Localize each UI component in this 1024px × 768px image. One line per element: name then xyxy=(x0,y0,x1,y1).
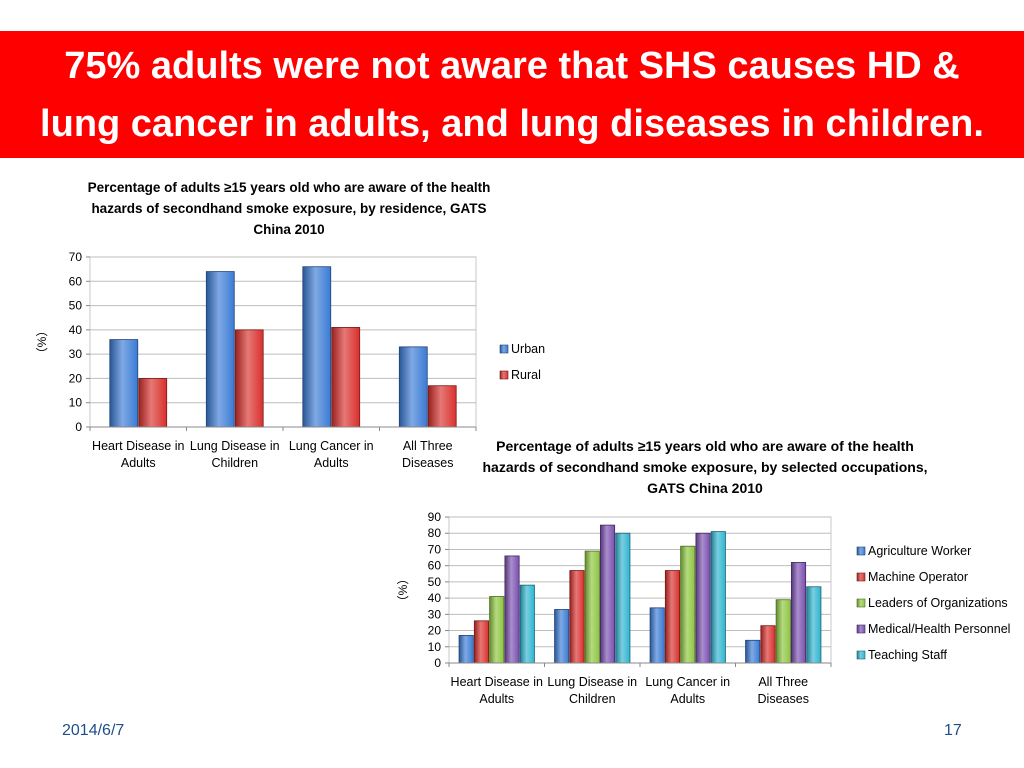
bar-urban xyxy=(109,339,139,428)
bar-agriculture-worker xyxy=(554,609,570,664)
bar-medical-health-personnel xyxy=(695,532,711,664)
bar-medical-health-personnel xyxy=(790,562,807,664)
slide-title: 75% adults were not aware that SHS cause… xyxy=(0,31,1024,158)
bar-medical-health-personnel xyxy=(599,524,616,664)
bar-urban xyxy=(398,346,428,428)
x-category-label: Adults xyxy=(314,456,349,470)
y-tick-label: 30 xyxy=(428,607,442,621)
y-tick-label: 10 xyxy=(428,640,442,654)
y-tick-label: 80 xyxy=(428,526,442,540)
x-category-label: Lung Cancer in xyxy=(645,675,730,689)
y-axis-label: （%） xyxy=(35,325,49,360)
legend-label: Rural xyxy=(511,368,541,382)
bar-agriculture-worker xyxy=(649,607,665,664)
bar-agriculture-worker xyxy=(458,635,474,664)
bar-rural xyxy=(427,385,457,428)
x-category-label: Adults xyxy=(121,456,156,470)
y-tick-label: 60 xyxy=(428,559,442,573)
x-category-label: Lung Cancer in xyxy=(289,439,374,453)
y-tick-label: 50 xyxy=(69,299,83,313)
chart-occupation-title: Percentage of adults ≥15 years old who a… xyxy=(482,438,928,496)
legend-swatch-leaders-of-organizations xyxy=(856,598,866,608)
bar-rural xyxy=(234,329,264,428)
legend-swatch-teaching-staff xyxy=(856,650,866,660)
y-tick-label: 30 xyxy=(69,347,83,361)
x-category-label: Lung Disease in xyxy=(190,439,280,453)
legend-swatch-machine-operator xyxy=(856,572,866,582)
y-tick-label: 40 xyxy=(69,323,83,337)
bar-machine-operator xyxy=(473,620,490,664)
bar-agriculture-worker xyxy=(745,639,761,664)
y-tick-label: 0 xyxy=(434,656,441,670)
bar-teaching-staff xyxy=(710,531,726,664)
legend-label: Agriculture Worker xyxy=(868,544,971,558)
x-category-label: Children xyxy=(211,456,258,470)
y-tick-label: 10 xyxy=(69,396,83,410)
bar-urban xyxy=(205,271,235,428)
x-category-label: All Three xyxy=(403,439,453,453)
x-category-label: Heart Disease in xyxy=(451,675,543,689)
bar-leaders-of-organizations xyxy=(489,596,505,664)
bar-machine-operator xyxy=(760,625,776,664)
y-tick-label: 90 xyxy=(428,510,442,524)
bar-teaching-staff xyxy=(806,586,822,664)
x-category-label: Adults xyxy=(670,692,705,706)
bar-medical-health-personnel xyxy=(504,555,520,664)
bar-rural xyxy=(331,327,361,428)
bar-leaders-of-organizations xyxy=(584,550,600,664)
bar-urban xyxy=(302,266,332,428)
y-tick-label: 20 xyxy=(428,624,442,638)
y-tick-label: 60 xyxy=(69,274,83,288)
y-tick-label: 50 xyxy=(428,575,442,589)
legend-swatch-agriculture-worker xyxy=(856,546,866,556)
y-tick-label: 0 xyxy=(75,420,82,434)
x-category-label: Heart Disease in xyxy=(92,439,184,453)
y-tick-label: 70 xyxy=(428,542,442,556)
bar-leaders-of-organizations xyxy=(775,599,791,664)
x-category-label: Adults xyxy=(479,692,514,706)
chart-residence-title: Percentage of adults ≥15 years old who a… xyxy=(87,180,491,237)
x-category-label: All Three xyxy=(758,675,808,689)
legend-label: Urban xyxy=(511,342,545,356)
bar-teaching-staff xyxy=(519,584,535,664)
y-tick-label: 20 xyxy=(69,371,83,385)
bar-machine-operator xyxy=(664,570,681,664)
legend-label: Teaching Staff xyxy=(868,648,948,662)
y-axis-label: （%） xyxy=(396,573,410,608)
y-tick-label: 70 xyxy=(69,250,83,264)
x-category-label: Diseases xyxy=(402,456,453,470)
x-category-label: Lung Disease in xyxy=(547,675,637,689)
x-category-label: Diseases xyxy=(758,692,809,706)
slide-date: 2014/6/7 xyxy=(62,722,125,739)
legend-swatch-medical-health-personnel xyxy=(856,624,866,634)
bar-teaching-staff xyxy=(615,532,631,664)
y-tick-label: 40 xyxy=(428,591,442,605)
legend-label: Machine Operator xyxy=(868,570,968,584)
x-category-label: Children xyxy=(569,692,616,706)
bar-rural xyxy=(138,378,168,428)
legend-swatch-urban xyxy=(499,344,509,354)
bar-leaders-of-organizations xyxy=(680,545,696,664)
bar-machine-operator xyxy=(569,570,585,664)
legend-label: Medical/Health Personnel xyxy=(868,622,1010,636)
slide-page-number: 17 xyxy=(944,722,962,739)
legend-label: Leaders of Organizations xyxy=(868,596,1008,610)
legend-swatch-rural xyxy=(499,370,509,380)
